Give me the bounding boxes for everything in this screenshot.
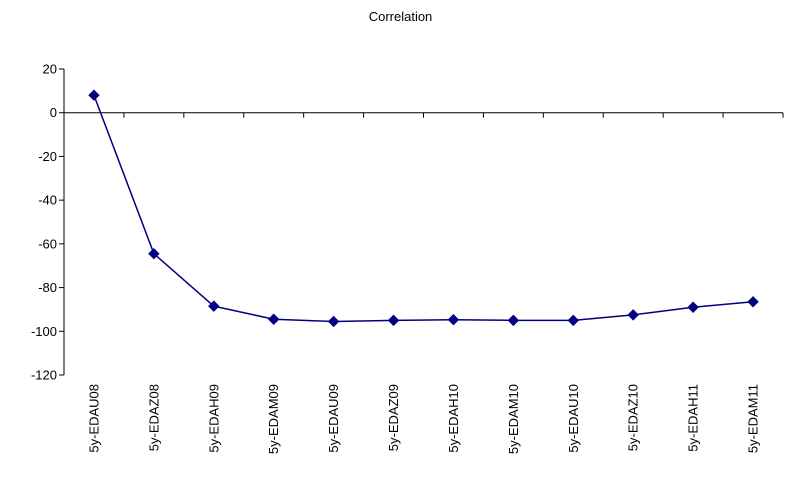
data-point	[208, 300, 220, 312]
data-point	[88, 89, 100, 101]
y-tick-label: -60	[38, 236, 57, 251]
y-tick-label: -100	[31, 324, 57, 339]
chart-title: Correlation	[368, 9, 433, 24]
x-tick-label: 5y-EDAH10	[446, 384, 461, 453]
x-tick-label: 5y-EDAZ09	[386, 384, 401, 451]
x-tick-label: 5y-EDAZ10	[626, 384, 641, 451]
y-tick-label: -120	[31, 368, 57, 383]
x-tick-label: 5y-EDAU10	[566, 384, 581, 453]
data-point	[507, 314, 520, 327]
x-tick-label: 5y-EDAH09	[206, 384, 221, 453]
x-tick-label: 5y-EDAZ08	[146, 384, 161, 451]
y-tick-label: 20	[43, 62, 57, 77]
x-tick-label: 5y-EDAH11	[686, 384, 701, 452]
data-point	[327, 315, 340, 328]
data-point	[387, 314, 400, 327]
data-point	[148, 247, 160, 260]
series-group	[88, 89, 759, 328]
data-point	[447, 313, 460, 326]
x-tick-label: 5y-EDAM11	[746, 384, 761, 453]
x-tick-label: 5y-EDAU08	[86, 384, 101, 453]
x-tick-label: 5y-EDAU09	[326, 384, 341, 453]
y-tick-label: 0	[50, 105, 57, 120]
data-point	[268, 313, 280, 325]
y-tick-label: -40	[38, 193, 57, 208]
data-point	[567, 314, 579, 327]
y-tick-label: -20	[38, 149, 57, 164]
y-tick-label: -80	[38, 280, 57, 295]
x-axis-ticks: 5y-EDAU08 5y-EDAZ08 5y-EDAH09 5y-EDAM09 5y-E…	[63, 112, 784, 454]
series-line	[93, 94, 754, 323]
y-axis-ticks: 20 0 -20 -40 -60 -80 -100 -120	[31, 62, 64, 383]
data-point	[687, 301, 699, 313]
data-point	[627, 309, 639, 321]
data-point	[747, 296, 759, 308]
x-tick-label: 5y-EDAM10	[506, 384, 521, 454]
x-tick-label: 5y-EDAM09	[266, 384, 281, 454]
